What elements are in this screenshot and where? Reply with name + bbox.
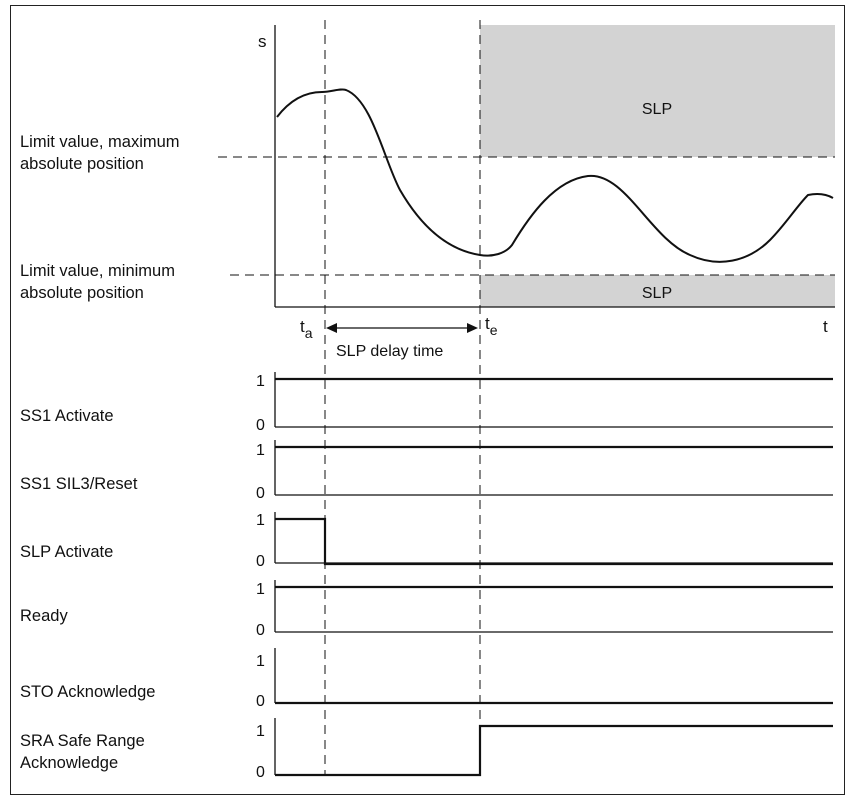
y-axis-label: s bbox=[258, 32, 267, 51]
te-label: te bbox=[485, 314, 498, 338]
delay-arrow-left-head bbox=[326, 323, 337, 333]
signal-low-label: 0 bbox=[256, 417, 265, 434]
signal-row: 1 0 SS1 SIL3/Reset bbox=[20, 440, 833, 502]
limit-min-label-line1: Limit value, minimum bbox=[20, 262, 175, 280]
position-graph: SLP SLP s t Limit value, maximum absolut… bbox=[20, 25, 835, 360]
signal-name: SS1 Activate bbox=[20, 407, 114, 425]
limit-max-label-line1: Limit value, maximum bbox=[20, 133, 180, 151]
x-axis-label: t bbox=[823, 317, 828, 336]
signal-row: 1 0 STO Acknowledge bbox=[20, 648, 833, 710]
signal-low-label: 0 bbox=[256, 622, 265, 639]
signal-high-label: 1 bbox=[256, 512, 265, 529]
signal-name: Ready bbox=[20, 607, 68, 625]
limit-max-label-line2: absolute position bbox=[20, 155, 144, 173]
signal-name: SRA Safe Range bbox=[20, 732, 145, 750]
timing-diagram-svg: SLP SLP s t Limit value, maximum absolut… bbox=[10, 5, 845, 795]
signal-row: 1 0 SLP Activate bbox=[20, 512, 833, 570]
ta-label: ta bbox=[300, 317, 313, 341]
signal-low-label: 0 bbox=[256, 693, 265, 710]
signal-high-label: 1 bbox=[256, 373, 265, 390]
signal-low-label: 0 bbox=[256, 553, 265, 570]
slp-lower-zone bbox=[480, 275, 835, 307]
delay-label: SLP delay time bbox=[336, 343, 443, 360]
signal-high-label: 1 bbox=[256, 442, 265, 459]
timing-diagram: SLP SLP s t Limit value, maximum absolut… bbox=[10, 5, 845, 795]
signal-waveform bbox=[275, 724, 833, 777]
signal-waveform bbox=[275, 517, 833, 566]
signal-name-line2: Acknowledge bbox=[20, 754, 118, 772]
position-curve bbox=[276, 88, 834, 263]
signal-row: 1 0 SRA Safe Range Acknowledge bbox=[20, 718, 833, 781]
limit-min-label-line2: absolute position bbox=[20, 284, 144, 302]
diagram-border bbox=[10, 5, 845, 795]
slp-upper-zone-label: SLP bbox=[642, 101, 672, 118]
signal-row: 1 0 Ready bbox=[20, 580, 833, 639]
slp-lower-zone-label: SLP bbox=[642, 285, 672, 302]
signal-high-label: 1 bbox=[256, 653, 265, 670]
slp-upper-zone bbox=[480, 25, 835, 157]
delay-arrow-right-head bbox=[467, 323, 478, 333]
signal-name: STO Acknowledge bbox=[20, 683, 155, 701]
signal-low-label: 0 bbox=[256, 764, 265, 781]
signal-row: 1 0 SS1 Activate bbox=[20, 372, 833, 434]
signal-name: SLP Activate bbox=[20, 543, 113, 561]
signal-low-label: 0 bbox=[256, 485, 265, 502]
signal-name: SS1 SIL3/Reset bbox=[20, 475, 138, 493]
signal-high-label: 1 bbox=[256, 581, 265, 598]
signal-high-label: 1 bbox=[256, 723, 265, 740]
